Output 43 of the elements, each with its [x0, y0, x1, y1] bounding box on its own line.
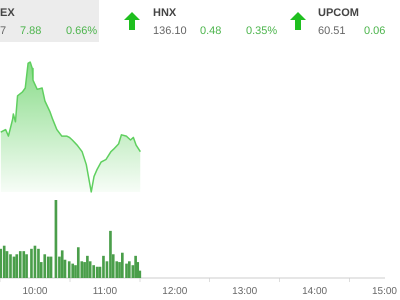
bar: [71, 264, 74, 278]
bar: [43, 254, 46, 278]
bar: [68, 261, 71, 278]
text: HNX: [153, 7, 176, 19]
text: UPCOM: [318, 7, 359, 19]
bar: [18, 251, 22, 278]
bar: [96, 266, 98, 278]
text: 7.88: [20, 25, 42, 37]
bar: [60, 250, 64, 278]
bar: [22, 251, 26, 278]
bar: [2, 246, 6, 278]
text: 0.06: [364, 25, 386, 37]
x-tick-label: 14:00: [302, 286, 328, 297]
bar: [34, 246, 36, 278]
bar: [54, 200, 58, 278]
text: 136.10: [153, 25, 187, 37]
bar: [76, 247, 80, 278]
bar: [9, 254, 12, 278]
bar: [30, 248, 33, 278]
bar: [0, 248, 2, 278]
bar: [15, 254, 18, 278]
text: 0.66%: [66, 25, 98, 37]
x-tick-label: 12:00: [162, 286, 188, 297]
bar: [102, 256, 105, 278]
bar: [50, 256, 52, 278]
bar: [25, 254, 28, 278]
bar: [121, 252, 124, 278]
text: 60.51: [318, 25, 346, 37]
bar: [46, 256, 50, 278]
x-tick-label: 15:00: [372, 286, 398, 297]
bar: [109, 230, 112, 278]
text: 0.35%: [246, 25, 278, 37]
text: EX: [0, 7, 15, 19]
text: 7: [0, 25, 6, 37]
x-tick-label: 11:00: [92, 286, 118, 297]
bar: [86, 256, 89, 278]
text: 0.48: [200, 25, 222, 37]
bar: [37, 248, 40, 278]
x-tick-label: 10:00: [22, 286, 48, 297]
bar: [92, 265, 96, 278]
bar: [128, 261, 131, 278]
bar: [12, 256, 16, 278]
x-tick-label: 13:00: [232, 286, 258, 297]
